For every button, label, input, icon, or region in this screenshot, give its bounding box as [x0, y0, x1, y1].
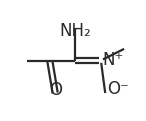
Text: O: O: [49, 81, 62, 99]
Text: O⁻: O⁻: [107, 80, 128, 98]
Text: N⁺: N⁺: [103, 51, 124, 69]
Text: NH₂: NH₂: [59, 22, 91, 40]
